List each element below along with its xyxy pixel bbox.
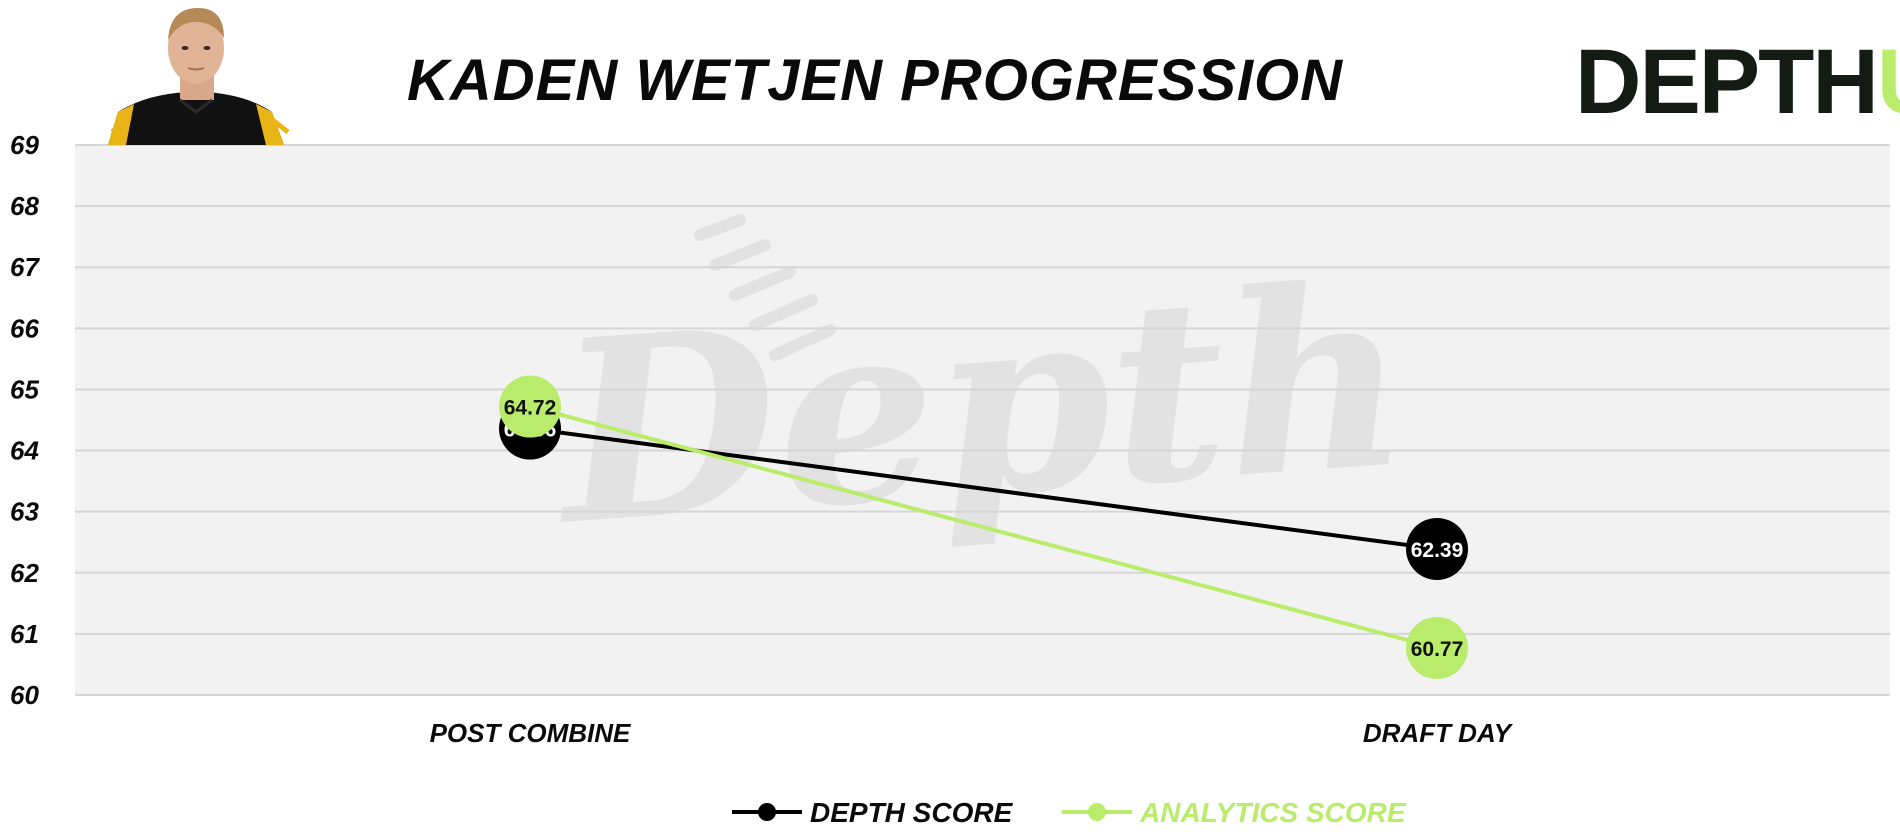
watermark-laces-icon (694, 214, 836, 361)
y-tick-label: 65 (10, 374, 39, 404)
watermark-text: Depth (544, 228, 1416, 581)
data-label: 64.72 (504, 397, 557, 420)
depthu-logo: DEPTHU (1575, 31, 1900, 133)
logo-text: DEPTHU (1575, 31, 1900, 133)
legend-label-analytics-score: ANALYTICS SCORE (1139, 797, 1407, 828)
y-tick-label: 66 (10, 313, 39, 343)
legend-label-depth-score: DEPTH SCORE (810, 797, 1014, 828)
data-label: 62.39 (1411, 539, 1464, 562)
legend-dot-icon (758, 803, 776, 821)
legend-dot-icon (1088, 803, 1106, 821)
logo-text-accent: U (1877, 31, 1900, 133)
legend-item-depth-score: DEPTH SCORE (732, 797, 1014, 828)
avatar (108, 8, 290, 145)
chart-title: KADEN WETJEN PROGRESSION (407, 48, 1343, 113)
legend-item-analytics-score: ANALYTICS SCORE (1062, 797, 1407, 828)
y-tick-label: 68 (10, 191, 39, 221)
x-tick-label: POST COMBINE (430, 718, 631, 748)
y-tick-label: 61 (10, 619, 39, 649)
watermark: Depth (544, 214, 1416, 581)
data-point (1406, 616, 1468, 679)
y-tick-label: 62 (10, 558, 39, 588)
legend: DEPTH SCORE ANALYTICS SCORE (732, 797, 1407, 828)
data-label: 60.77 (1411, 638, 1464, 661)
y-tick-label: 67 (10, 252, 40, 282)
y-tick-label: 63 (10, 497, 39, 527)
plot-area (75, 145, 1890, 695)
y-tick-label: 69 (10, 130, 39, 160)
data-point (1406, 517, 1468, 580)
player-photo-icon (108, 8, 290, 145)
y-tick-label: 64 (10, 436, 39, 466)
data-point (499, 375, 561, 438)
y-tick-label: 60 (10, 680, 39, 710)
series-line-analytics-score (529, 404, 1438, 650)
y-axis: 60 61 62 63 64 65 66 67 68 69 (10, 130, 40, 710)
grid (75, 144, 1890, 696)
x-tick-label: DRAFT DAY (1363, 718, 1514, 748)
x-axis: POST COMBINE DRAFT DAY (430, 718, 1514, 748)
logo-text-main: DEPTH (1575, 31, 1877, 133)
